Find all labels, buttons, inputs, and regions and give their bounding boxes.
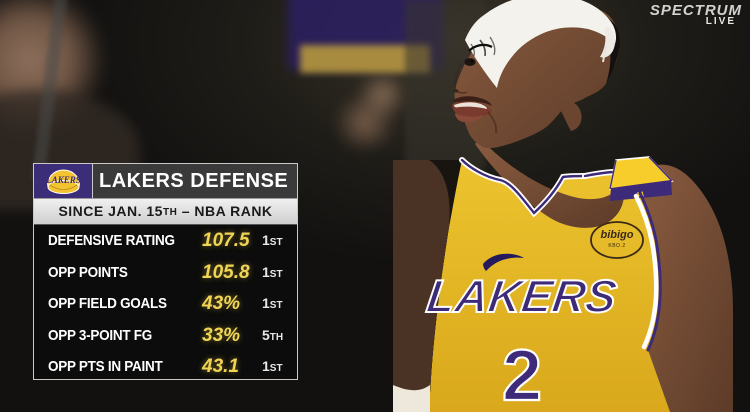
svg-text:bibigo: bibigo (601, 229, 634, 241)
svg-text:KBO.2: KBO.2 (608, 243, 625, 249)
svg-text:LAKERS: LAKERS (424, 270, 621, 322)
svg-text:2: 2 (502, 336, 542, 412)
svg-text:LAKERS: LAKERS (45, 175, 81, 185)
